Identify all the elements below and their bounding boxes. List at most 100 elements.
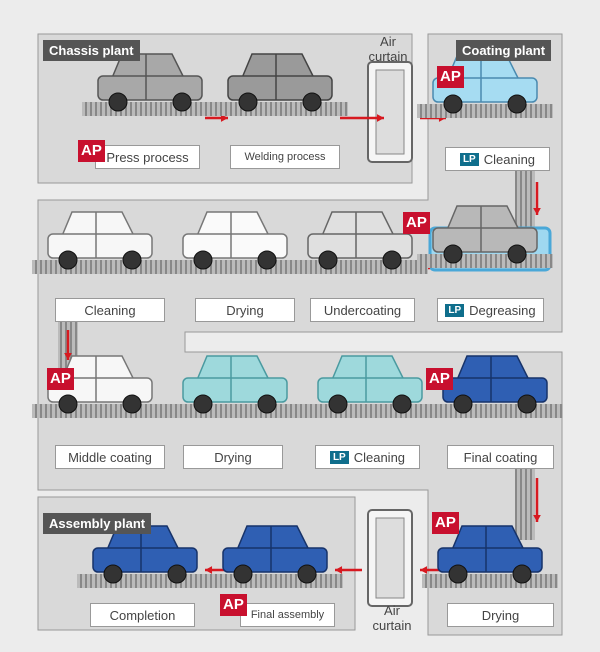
step-label: LP Cleaning [315, 445, 420, 469]
conveyor [292, 260, 428, 274]
lp-badge: LP [445, 304, 464, 317]
car-wheel [59, 251, 77, 269]
step-text: Undercoating [324, 303, 401, 318]
car-wheel [258, 251, 276, 269]
step-text: Welding process [244, 151, 325, 163]
car-wheel [444, 95, 462, 113]
step-label: Cleaning [55, 298, 165, 322]
step-text: Middle coating [68, 450, 152, 465]
diagram-graphics [0, 0, 600, 652]
step-text: Cleaning [354, 450, 405, 465]
step-label: Final coating [447, 445, 554, 469]
car-wheel [393, 395, 411, 413]
step-text: Drying [482, 608, 520, 623]
conveyor [167, 404, 303, 418]
car-cabin [322, 212, 394, 236]
car-wheel [319, 251, 337, 269]
car-wheel [383, 251, 401, 269]
step-text: Cleaning [484, 152, 535, 167]
car-wheel [173, 93, 191, 111]
step-label: Middle coating [55, 445, 165, 469]
step-text: Cleaning [84, 303, 135, 318]
step-text: Final coating [464, 450, 538, 465]
plant-label: Coating plant [456, 40, 551, 61]
ap-badge: AP [426, 368, 453, 390]
car-wheel [449, 565, 467, 583]
plant-label: Assembly plant [43, 513, 151, 534]
car-wheel [194, 251, 212, 269]
car-wheel [239, 93, 257, 111]
car-wheel [234, 565, 252, 583]
car-cabin [242, 54, 314, 78]
air-curtain-door [368, 62, 412, 162]
conveyor [515, 460, 535, 540]
car-wheel [123, 251, 141, 269]
ap-badge: AP [432, 512, 459, 534]
conveyor [422, 574, 558, 588]
step-label: Press process [95, 145, 200, 169]
step-text: Degreasing [469, 303, 536, 318]
plant-label: Chassis plant [43, 40, 140, 61]
conveyor [302, 404, 438, 418]
conveyor [32, 404, 168, 418]
step-label: Drying [195, 298, 295, 322]
ap-badge: AP [220, 594, 247, 616]
ap-badge: AP [437, 66, 464, 88]
car-wheel [194, 395, 212, 413]
conveyor [32, 260, 168, 274]
car-cabin [452, 526, 524, 550]
car-cabin [447, 206, 519, 230]
conveyor [207, 574, 343, 588]
air-curtain-label: Air curtain [366, 603, 418, 633]
car-wheel [444, 245, 462, 263]
arrow-head [420, 566, 427, 574]
step-text: Drying [226, 303, 264, 318]
conveyor [167, 260, 303, 274]
car-cabin [237, 526, 309, 550]
car-wheel [508, 95, 526, 113]
car-wheel [508, 245, 526, 263]
car-wheel [59, 395, 77, 413]
car-wheel [454, 395, 472, 413]
conveyor [417, 104, 553, 118]
conveyor [427, 404, 563, 418]
car-wheel [303, 93, 321, 111]
lp-badge: LP [330, 451, 349, 464]
step-label: LP Degreasing [437, 298, 544, 322]
step-label: Drying [447, 603, 554, 627]
car-cabin [332, 356, 404, 380]
ap-badge: AP [403, 212, 430, 234]
car-cabin [457, 356, 529, 380]
step-label: Final assembly [240, 603, 335, 627]
step-label: LP Cleaning [445, 147, 550, 171]
car-wheel [104, 565, 122, 583]
car-wheel [109, 93, 127, 111]
ap-badge: AP [78, 140, 105, 162]
car-cabin [62, 212, 134, 236]
car-wheel [258, 395, 276, 413]
air-curtain-door [368, 510, 412, 606]
process-diagram: Chassis plant Coating plant Assembly pla… [0, 0, 600, 652]
step-text: Drying [214, 450, 252, 465]
conveyor [82, 102, 218, 116]
conveyor [212, 102, 348, 116]
car-wheel [298, 565, 316, 583]
car-wheel [123, 395, 141, 413]
step-label: Completion [90, 603, 195, 627]
step-label: Welding process [230, 145, 340, 169]
car-wheel [168, 565, 186, 583]
air-curtain-label: Air curtain [362, 34, 414, 64]
step-text: Completion [110, 608, 176, 623]
conveyor [417, 254, 553, 268]
step-label: Drying [183, 445, 283, 469]
lp-badge: LP [460, 153, 479, 166]
car-wheel [329, 395, 347, 413]
step-label: Undercoating [310, 298, 415, 322]
car-cabin [197, 212, 269, 236]
ap-badge: AP [47, 368, 74, 390]
car-wheel [513, 565, 531, 583]
car-cabin [197, 356, 269, 380]
car-wheel [518, 395, 536, 413]
step-text: Final assembly [251, 609, 324, 621]
step-text: Press process [106, 150, 188, 165]
